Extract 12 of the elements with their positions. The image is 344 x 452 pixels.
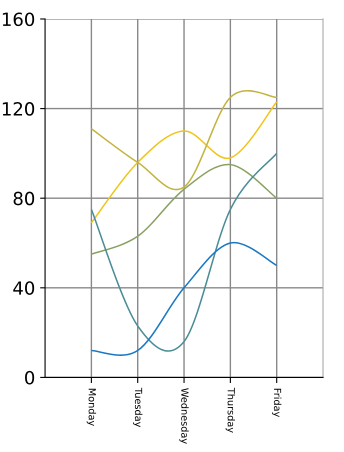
x-tick-label: Tuesday <box>133 388 142 428</box>
line-series <box>90 164 278 255</box>
y-tick-label: 120 <box>2 102 34 116</box>
x-tick-label: Thursday <box>226 388 236 433</box>
line-series <box>90 101 278 224</box>
y-tick-label: 40 <box>13 281 34 295</box>
y-tick-label: 0 <box>25 370 34 385</box>
x-tick-label: Friday <box>272 388 282 418</box>
y-tick-label: 80 <box>14 192 34 206</box>
x-tick-label: Wednesday <box>179 388 189 444</box>
y-tick-label: 160 <box>2 12 34 26</box>
x-tick-label: Monday <box>86 388 96 426</box>
